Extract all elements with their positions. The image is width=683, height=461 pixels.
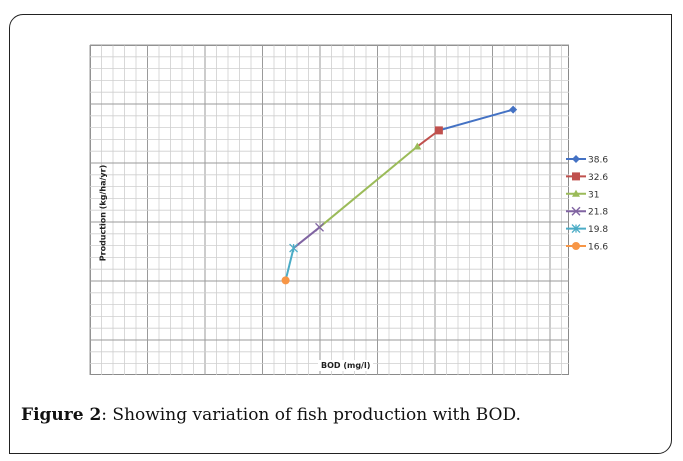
data-point-31 [413, 142, 422, 150]
series-line-19.8 [284, 247, 295, 281]
series-markers [281, 105, 518, 285]
gridlines [89, 44, 569, 375]
data-point-32.6 [434, 126, 443, 135]
caption-text: : Showing variation of fish production w… [101, 405, 521, 425]
legend-label-32.6: 32.6 [588, 173, 608, 183]
x-axis-label: BOD (mg/l) [318, 360, 374, 371]
legend-marker-21.8 [571, 206, 581, 216]
data-point-21.8-stroke [315, 222, 325, 232]
caption-label: Figure 2 [21, 405, 102, 425]
legend-marker-21.8-stroke [571, 206, 581, 216]
data-point-16.6 [281, 276, 290, 285]
legend-marker-31 [572, 189, 580, 197]
legend: 38.6 32.6 31 21.8 19.8 16.6 [566, 155, 608, 253]
series-line-38.6 [438, 108, 514, 132]
data-point-21.8 [315, 222, 325, 232]
legend-marker-38.6 [572, 155, 580, 163]
figure-frame [9, 14, 672, 454]
legend-marker-19.8 [571, 224, 581, 234]
legend-marker-32.6 [572, 172, 580, 181]
legend-marker-16.6 [572, 242, 580, 250]
legend-label-21.8: 21.8 [588, 208, 608, 218]
y-axis-label: Production (kg/ha/yr) [98, 164, 108, 262]
legend-label-16.6: 16.6 [588, 243, 608, 253]
series-line-31 [318, 145, 418, 229]
legend-label-31: 31 [588, 190, 599, 200]
figure-caption: Figure 2: Showing variation of fish prod… [21, 405, 521, 425]
legend-label-19.8: 19.8 [588, 225, 608, 235]
data-point-38.6 [509, 105, 518, 114]
legend-label-38.6: 38.6 [588, 156, 608, 166]
data-point-19.8 [289, 243, 299, 253]
